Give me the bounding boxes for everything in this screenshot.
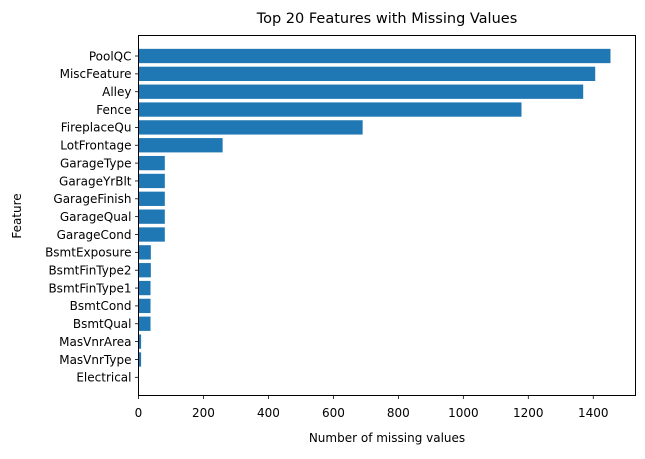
bar-BsmtFinType2	[139, 263, 151, 277]
y-tick-label: GarageType	[60, 156, 132, 170]
y-tick-label: GarageFinish	[53, 192, 131, 206]
x-axis-label: Number of missing values	[309, 431, 465, 445]
bar-GarageYrBlt	[139, 174, 165, 188]
x-tick-label: 1400	[578, 406, 609, 420]
y-tick-label: MiscFeature	[60, 67, 132, 81]
bar-Alley	[139, 85, 584, 99]
y-tick-label: BsmtFinType1	[48, 281, 131, 295]
bar-GarageCond	[139, 227, 165, 241]
y-category-labels: PoolQC MiscFeature Alley Fence FireplaceQu Lo…	[45, 49, 138, 384]
x-tick-label: 600	[322, 406, 345, 420]
bar-BsmtExposure	[139, 245, 151, 259]
y-axis-label: Feature	[10, 193, 24, 238]
x-tick-label: 800	[387, 406, 410, 420]
y-tick-label: BsmtFinType2	[48, 264, 131, 278]
y-tick-label: GarageCond	[57, 228, 132, 242]
y-tick-label: Electrical	[76, 371, 131, 385]
y-tick-label: PoolQC	[89, 49, 132, 63]
x-tick-label: 400	[257, 406, 280, 420]
bar-PoolQC	[139, 49, 611, 63]
x-tick-label: 1200	[513, 406, 544, 420]
bar-MiscFeature	[139, 67, 596, 81]
y-tick-label: Fence	[96, 103, 131, 117]
y-tick-label: MasVnrArea	[59, 335, 131, 349]
bar-GarageQual	[139, 210, 165, 224]
x-tick-label: 200	[192, 406, 215, 420]
bar-Fence	[139, 102, 522, 116]
bar-BsmtFinType1	[139, 281, 151, 295]
y-tick-label: BsmtExposure	[45, 246, 131, 260]
bar-GarageFinish	[139, 192, 165, 206]
bars-group	[139, 49, 611, 385]
y-tick-label: BsmtQual	[73, 317, 132, 331]
bar-BsmtCond	[139, 299, 151, 313]
chart-title: Top 20 Features with Missing Values	[256, 11, 518, 27]
bar-GarageType	[139, 156, 165, 170]
y-tick-label: FireplaceQu	[61, 121, 132, 135]
y-tick-label: GarageQual	[60, 210, 132, 224]
x-tick-label: 0	[135, 406, 143, 420]
bar-BsmtQual	[139, 317, 151, 331]
y-tick-label: LotFrontage	[60, 139, 131, 153]
x-tick-label: 1000	[448, 406, 479, 420]
x-tick-labels: 0 200 400 600 800 1000 1200 1400	[135, 396, 609, 421]
y-tick-label: MasVnrType	[59, 353, 131, 367]
y-tick-label: Alley	[102, 85, 131, 99]
y-tick-label: BsmtCond	[70, 299, 132, 313]
bar-FireplaceQu	[139, 120, 363, 134]
bar-LotFrontage	[139, 138, 223, 152]
y-tick-label: GarageYrBlt	[59, 174, 132, 188]
